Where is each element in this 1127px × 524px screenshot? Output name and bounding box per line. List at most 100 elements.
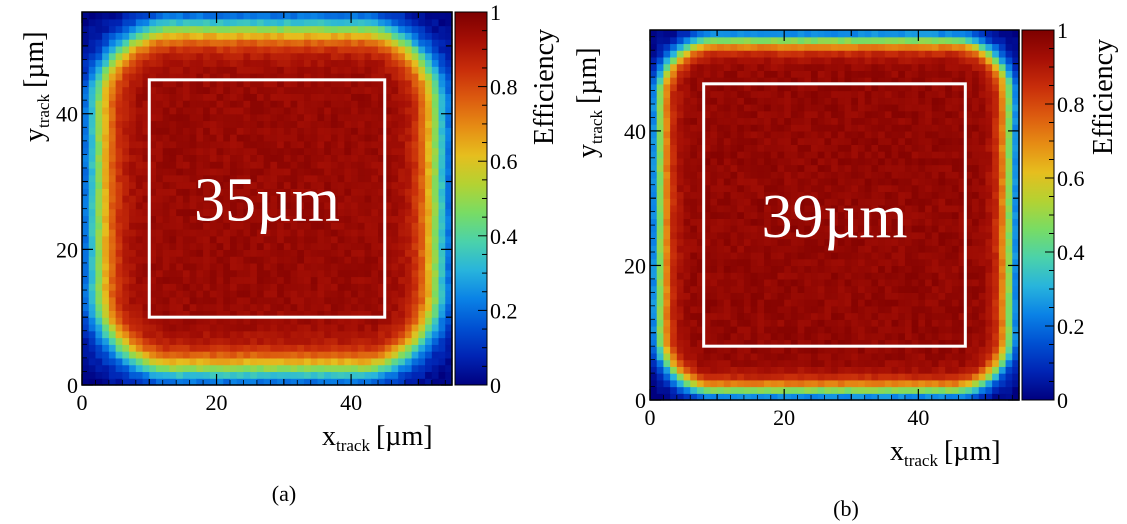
heatmap-cell [656,97,665,105]
heatmap-cell [837,43,846,51]
heatmap-cell [142,208,150,217]
heatmap-cell [864,218,872,226]
heatmap-cell [290,283,298,291]
heatmap-cell [770,151,779,159]
heatmap-cell [337,371,345,379]
heatmap-cell [730,70,738,78]
heatmap-cell [750,204,758,213]
heatmap-cell [230,269,238,278]
heatmap-cell [82,276,90,284]
heatmap-cell [351,161,359,169]
heatmap-cell [857,285,866,293]
heatmap-cell [676,117,685,125]
heatmap-cell [656,50,665,58]
heatmap-cell [743,339,752,347]
heatmap-cell [304,66,312,74]
heatmap-cell [710,90,718,98]
heatmap-cell [764,198,772,206]
heatmap-cell [209,93,218,101]
heatmap-cell [683,393,691,401]
heatmap-cell [203,174,211,183]
heatmap-cell [277,310,285,318]
heatmap-cell [88,269,97,278]
heatmap-cell [690,252,698,260]
heatmap-cell [149,195,157,203]
heatmap-cell [804,36,812,45]
heatmap-cell [784,151,792,159]
heatmap-cell [404,25,413,33]
heatmap-cell [445,86,453,94]
heatmap-cell [371,134,379,142]
heatmap-cell [723,144,732,152]
heatmap-cell [650,97,658,105]
heatmap-cell [790,77,799,85]
heatmap-cell [216,167,224,176]
heatmap-cell [384,167,393,176]
heatmap-cell [216,45,224,54]
heatmap-cell [391,106,399,115]
heatmap-cell [209,188,218,196]
heatmap-cell [108,167,117,176]
heatmap-cell [404,351,413,359]
heatmap-cell [135,249,144,257]
heatmap-cell [431,174,440,183]
heatmap-cell [364,290,372,298]
heatmap-cell [209,32,218,40]
heatmap-cell [851,393,859,401]
heatmap-cell [317,120,325,128]
heatmap-cell [236,357,245,366]
heatmap-cell [757,339,765,347]
heatmap-cell [411,351,419,359]
heatmap-cell [683,164,691,172]
heatmap-cell [310,45,319,54]
heatmap-cell [196,52,204,61]
heatmap-cell [330,45,339,54]
heatmap-cell [676,211,685,219]
heatmap-cell [384,249,393,257]
heatmap-cell [351,283,359,291]
heatmap-cell [256,235,265,244]
heatmap-cell [811,265,819,273]
heatmap-cell [391,73,399,81]
heatmap-cell [784,258,792,267]
heatmap-cell [317,222,325,230]
heatmap-cell [851,164,859,172]
heatmap-cell [757,164,765,172]
heatmap-cell [864,63,872,71]
heatmap-cell [263,93,271,101]
heatmap-cell [324,256,332,264]
heatmap-cell [236,106,245,115]
heatmap-cell [182,303,191,311]
heatmap-cell [703,50,711,58]
heatmap-cell [371,66,379,74]
heatmap-cell [784,50,792,58]
heatmap-cell [263,106,271,115]
heatmap-cell [871,231,879,240]
heatmap-cell [330,127,339,135]
heatmap-cell [737,70,745,78]
heatmap-cell [831,83,839,92]
heatmap-cell [777,326,785,334]
heatmap-cell [398,269,406,278]
heatmap-cell [710,144,718,152]
heatmap-cell [236,45,245,54]
heatmap-cell [196,45,204,54]
heatmap-cell [122,45,130,54]
heatmap-cell [737,312,745,320]
heatmap-cell [330,161,339,169]
heatmap-cell [650,70,658,78]
heatmap-cell [290,161,298,169]
heatmap-cell [676,164,685,172]
heatmap-cell [364,337,372,345]
heatmap-cell [851,312,859,320]
heatmap-cell [196,222,204,230]
heatmap-cell [384,310,393,318]
heatmap-cell [230,154,238,162]
heatmap-cell [404,161,413,169]
heatmap-cell [223,344,231,352]
heatmap-cell [196,364,204,373]
heatmap-cell [149,188,157,196]
heatmap-cell [216,181,224,189]
heatmap-cell [351,215,359,223]
heatmap-cell [670,305,678,314]
